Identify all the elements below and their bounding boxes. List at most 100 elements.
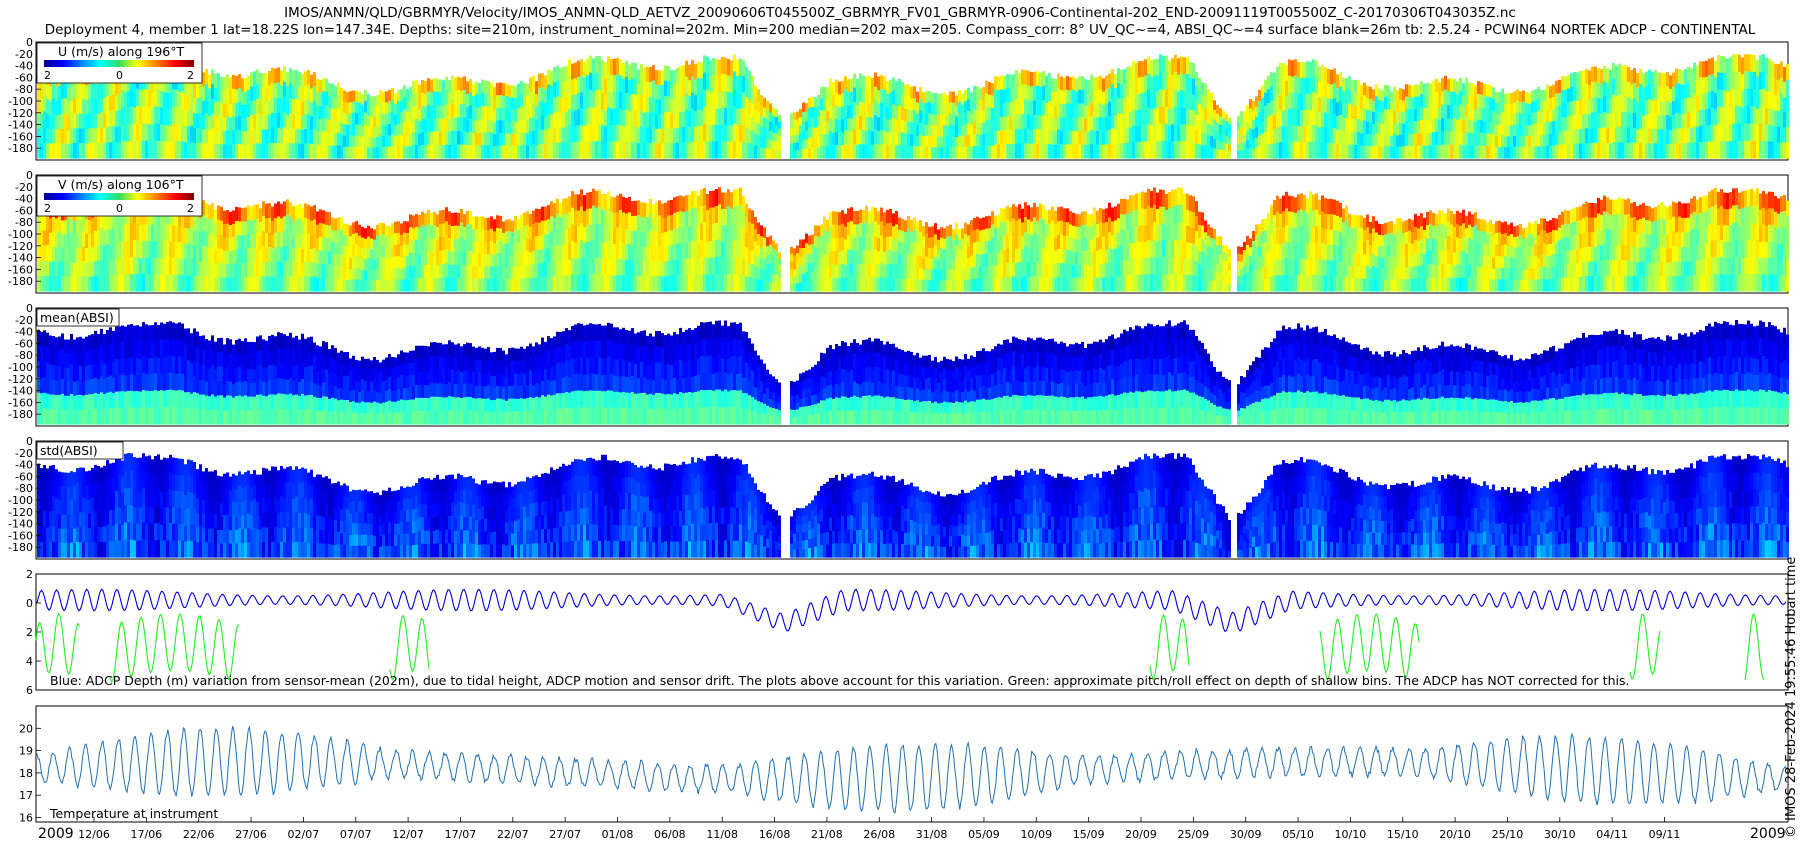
heatmap-cell — [982, 86, 985, 100]
heatmap-cell — [895, 145, 898, 159]
heatmap-cell — [58, 231, 61, 247]
heatmap-cell — [1624, 142, 1627, 159]
heatmap-cell — [211, 276, 214, 292]
heatmap-cell — [1141, 125, 1144, 143]
heatmap-cell — [1747, 123, 1750, 142]
heatmap-cell — [136, 240, 139, 259]
heatmap-cell — [946, 115, 949, 127]
heatmap-cell — [661, 261, 664, 277]
heatmap-cell — [673, 275, 676, 292]
heatmap-cell — [112, 94, 115, 111]
heatmap-cell — [1756, 141, 1759, 159]
heatmap-cell — [1642, 115, 1645, 131]
heatmap-cell — [340, 242, 343, 255]
heatmap-cell — [772, 124, 775, 134]
heatmap-cell — [724, 258, 727, 276]
heatmap-cell — [583, 93, 586, 111]
heatmap-cell — [382, 146, 385, 159]
heatmap-cell — [1582, 114, 1585, 130]
heatmap-cell — [1042, 143, 1045, 159]
heatmap-cell — [1528, 147, 1531, 159]
heatmap-cell — [331, 145, 334, 159]
heatmap-cell — [232, 74, 235, 90]
heatmap-cell — [1039, 115, 1042, 131]
heatmap-cell — [223, 237, 226, 252]
heatmap-cell — [139, 124, 142, 142]
heatmap-cell — [202, 143, 205, 159]
heatmap-cell — [1366, 86, 1369, 99]
heatmap-cell — [574, 242, 577, 260]
heatmap-cell — [436, 227, 439, 241]
heatmap-cell — [451, 144, 454, 159]
heatmap-cell — [160, 224, 163, 242]
heatmap-cell — [421, 132, 424, 146]
heatmap-cell — [1585, 113, 1588, 129]
heatmap-cell — [544, 262, 547, 278]
heatmap-cell — [103, 276, 106, 292]
heatmap-cell — [1783, 82, 1786, 98]
heatmap-cell — [328, 145, 331, 159]
heatmap-cell — [406, 233, 409, 246]
heatmap-cell — [52, 246, 55, 262]
heatmap-cell — [556, 111, 559, 128]
heatmap-cell — [580, 59, 583, 77]
heatmap-cell — [349, 247, 352, 259]
heatmap-cell — [1402, 146, 1405, 159]
heatmap-cell — [913, 134, 916, 147]
heatmap-cell — [1525, 103, 1528, 115]
heatmap-cell — [1081, 130, 1084, 145]
heatmap-cell — [286, 115, 289, 130]
heatmap-cell — [751, 237, 754, 252]
heatmap-cell — [232, 88, 235, 104]
heatmap-cell — [622, 126, 625, 143]
heatmap-cell — [376, 126, 379, 138]
heatmap-cell — [604, 258, 607, 276]
heatmap-cell — [1129, 112, 1132, 128]
heatmap-cell — [541, 276, 544, 292]
heatmap-cell — [583, 259, 586, 276]
heatmap-cell — [331, 217, 334, 231]
heatmap-cell — [430, 264, 433, 279]
heatmap-cell — [232, 277, 235, 292]
heatmap-cell — [1333, 143, 1336, 159]
heatmap-cell — [115, 111, 118, 128]
heatmap-cell — [1411, 133, 1414, 147]
heatmap-cell — [1072, 130, 1075, 146]
heatmap-cell — [724, 124, 727, 142]
heatmap-cell — [610, 227, 613, 245]
heatmap-cell — [1165, 106, 1168, 125]
heatmap-cell — [775, 141, 778, 151]
heatmap-cell — [487, 266, 490, 280]
heatmap-cell — [364, 89, 367, 102]
heatmap-cell — [709, 207, 712, 225]
heatmap-cell — [706, 107, 709, 125]
heatmap-cell — [718, 125, 721, 143]
heatmap-cell — [268, 203, 271, 219]
heatmap-cell — [154, 123, 157, 142]
heatmap-cell — [724, 107, 727, 126]
heatmap-cell — [1279, 142, 1282, 159]
heatmap-cell — [109, 229, 112, 246]
heatmap-cell — [580, 125, 583, 143]
heatmap-cell — [1681, 114, 1684, 130]
heatmap-cell — [637, 260, 640, 277]
heatmap-cell — [205, 128, 208, 144]
heatmap-cell — [244, 207, 247, 222]
heatmap-cell — [1495, 113, 1498, 126]
heatmap-cell — [1018, 115, 1021, 131]
heatmap-cell — [448, 105, 451, 120]
heatmap-cell — [811, 96, 814, 108]
heatmap-cell — [280, 84, 283, 101]
heatmap-cell — [1519, 91, 1522, 104]
heatmap-cell — [79, 143, 82, 159]
heatmap-cell — [1678, 143, 1681, 159]
heatmap-cell — [1339, 86, 1342, 102]
heatmap-cell — [700, 142, 703, 159]
heatmap-cell — [1060, 76, 1063, 91]
heatmap-cell — [721, 258, 724, 276]
heatmap-cell — [994, 103, 997, 118]
heatmap-cell — [622, 259, 625, 276]
heatmap-cell — [1501, 134, 1504, 147]
heatmap-cell — [892, 104, 895, 119]
heatmap-cell — [361, 226, 364, 239]
